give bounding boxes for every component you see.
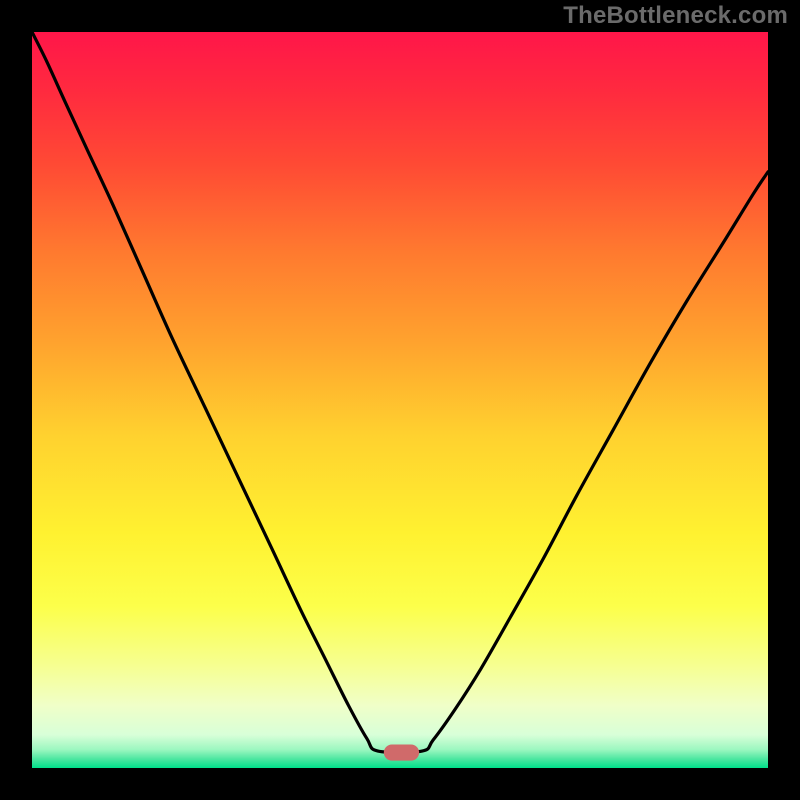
watermark-text: TheBottleneck.com: [563, 2, 788, 30]
trough-marker: [384, 744, 419, 760]
bottleneck-curve-plot: [32, 32, 768, 768]
plot-background: [32, 32, 768, 768]
chart-stage: TheBottleneck.com: [0, 0, 800, 800]
